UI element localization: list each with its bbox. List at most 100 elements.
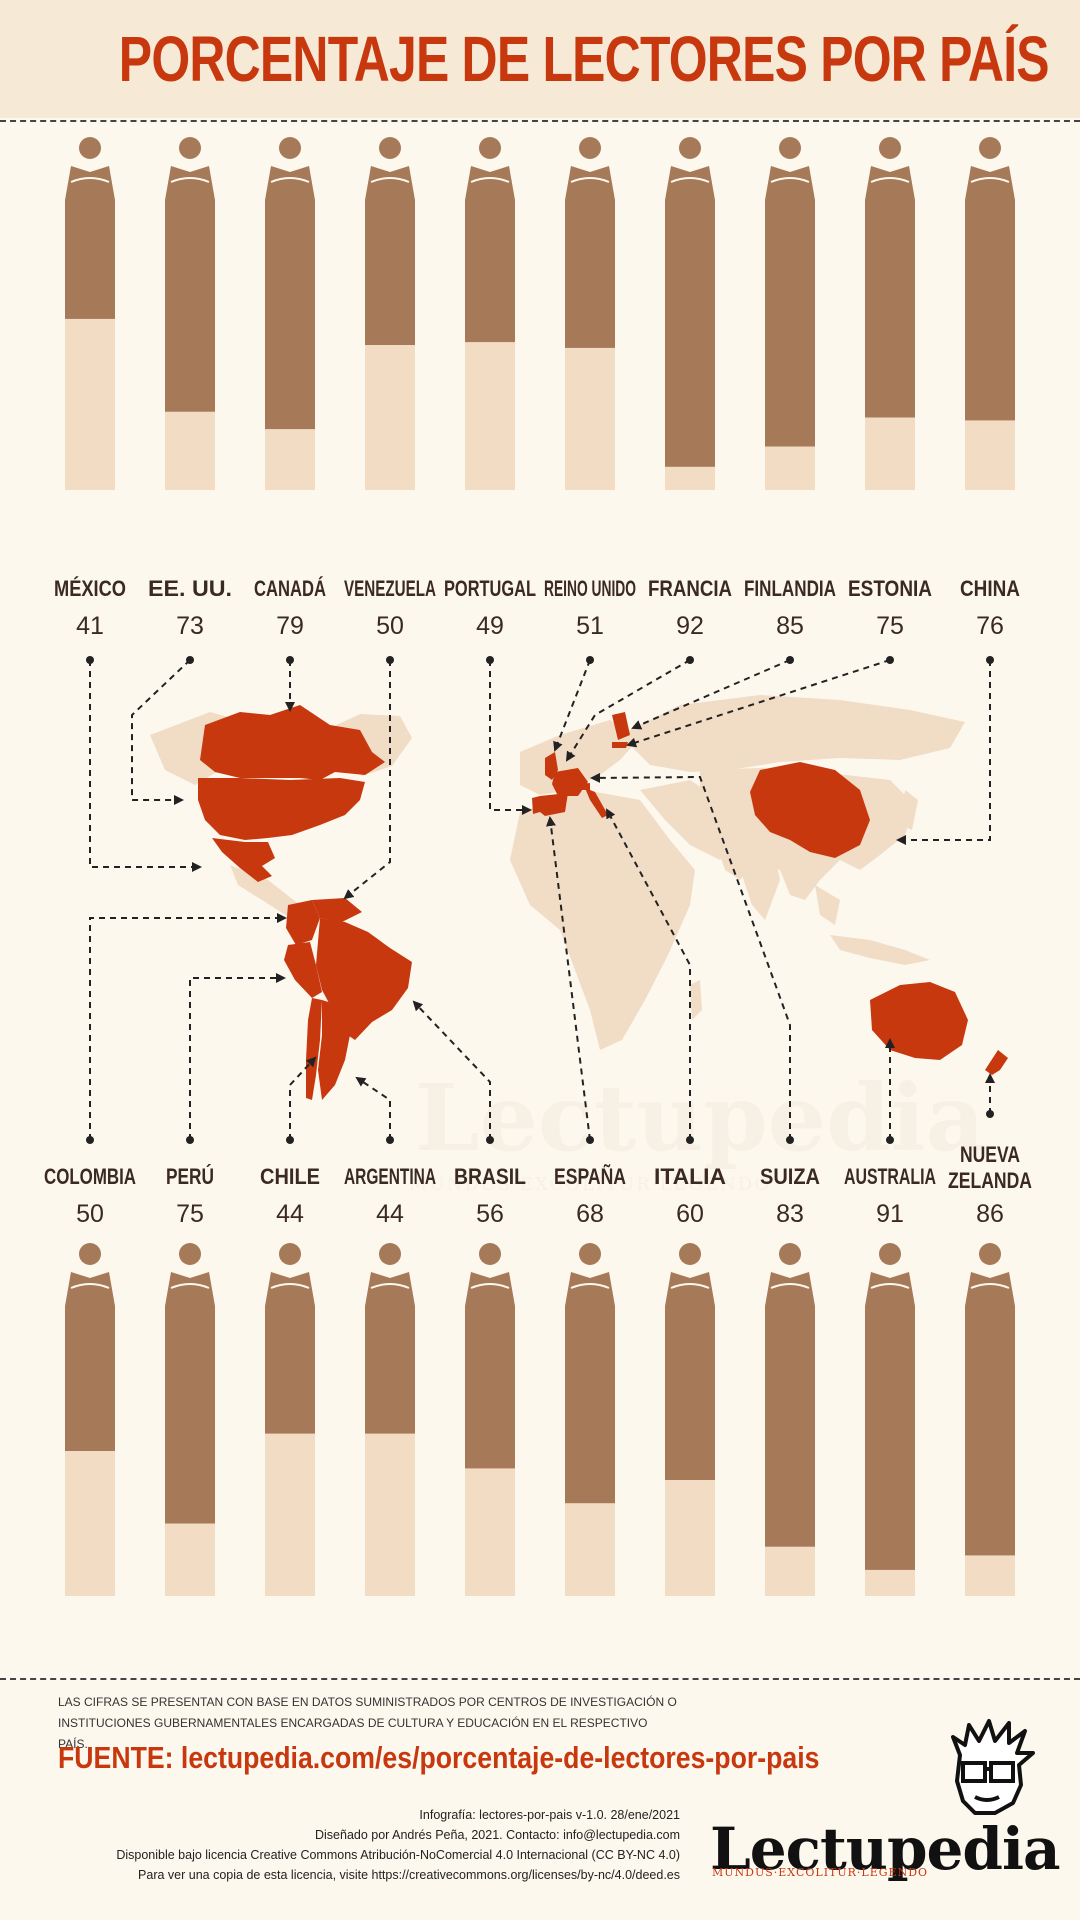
reader-book-nueva-zelanda [965, 1272, 1015, 1306]
reader-head-venezuela [379, 137, 401, 159]
leader-lines [89, 659, 995, 1141]
reader-book-page-argentina [370, 1283, 410, 1289]
reader-head-reino-unido [579, 137, 601, 159]
country-value-suiza: 83 [776, 1200, 804, 1228]
reader-head-estonia [879, 137, 901, 159]
bar-reader-chile [265, 1306, 315, 1434]
bar-reader-argentina [365, 1306, 415, 1434]
reader-book-page-finlandia [770, 177, 810, 183]
bar-reader-china [965, 200, 1015, 421]
reader-book-colombia [65, 1272, 115, 1306]
page-title: PORCENTAJE DE LECTORES POR PAÍS [118, 23, 1050, 95]
credit-line: Diseñado por Andrés Peña, 2021. Contacto… [314, 1828, 680, 1842]
leader-china [896, 660, 991, 845]
country-label-colombia: COLOMBIA [44, 1164, 136, 1189]
map-indonesia [830, 935, 930, 965]
map-spain [540, 793, 568, 816]
leader-brasil [412, 1000, 491, 1140]
country-label-argentina: ARGENTINA [344, 1164, 436, 1189]
bar-reader-canada [265, 200, 315, 430]
bar-group-bottom [65, 1243, 1015, 1596]
reader-book-australia [865, 1272, 915, 1306]
reader-book-page-chile [270, 1283, 310, 1289]
reader-book-page-estonia [870, 177, 910, 183]
country-label-estonia: ESTONIA [848, 576, 932, 601]
country-value-reino-unido: 51 [576, 612, 604, 640]
bottom-divider [0, 1678, 1080, 1680]
bar-reader-finlandia [765, 200, 815, 447]
country-value-espana: 68 [576, 1200, 604, 1228]
map-switzerland [580, 783, 590, 790]
reader-book-brasil [465, 1272, 515, 1306]
country-value-ee-uu: 73 [176, 612, 204, 640]
country-value-chile: 44 [276, 1200, 304, 1228]
reader-book-page-venezuela [370, 177, 410, 183]
reader-head-australia [879, 1243, 901, 1265]
country-label-reino-unido: REINO UNIDO [544, 576, 636, 601]
country-value-china: 76 [976, 612, 1004, 640]
reader-book-page-peru [170, 1283, 210, 1289]
map-italy [585, 788, 608, 818]
reader-book-canada [265, 166, 315, 200]
reader-book-reino-unido [565, 166, 615, 200]
leader-mexico [89, 660, 202, 872]
header-band [0, 0, 1080, 118]
infographic-chart: Lectupedia MUNDUS·EXCOLITUR·LEGENDO [44, 137, 1032, 1596]
reader-head-francia [679, 137, 701, 159]
reader-book-espana [565, 1272, 615, 1306]
reader-book-page-china [970, 177, 1010, 183]
map-venezuela [312, 898, 362, 922]
reader-book-estonia [865, 166, 915, 200]
leader-peru [189, 973, 286, 1140]
bar-reader-colombia [65, 1306, 115, 1451]
map-peru [284, 942, 322, 998]
bar-reader-estonia [865, 200, 915, 418]
bar-reader-brasil [465, 1306, 515, 1469]
reader-book-page-suiza [770, 1283, 810, 1289]
leader-italia [606, 808, 691, 1140]
map-canada [200, 705, 385, 780]
reader-head-finlandia [779, 137, 801, 159]
bar-reader-venezuela [365, 200, 415, 345]
leader-eeuu [131, 659, 191, 805]
bar-group-top [65, 137, 1015, 490]
country-value-nueva-zelanda: 86 [976, 1200, 1004, 1228]
reader-book-italia [665, 1272, 715, 1306]
reader-book-page-reino-unido [570, 177, 610, 183]
reader-book-page-nueva-zelanda [970, 1283, 1010, 1289]
country-value-canada: 79 [276, 612, 304, 640]
brand-motto: MUNDUS·EXCOLITUR·LEGENDO [712, 1866, 929, 1879]
watermark-text: Lectupedia [415, 1064, 985, 1172]
country-label-chile: CHILE [260, 1164, 320, 1189]
leader-suiza [590, 772, 791, 1140]
leader-colombia [89, 913, 287, 1140]
reader-head-brasil [479, 1243, 501, 1265]
bar-reader-reino-unido [565, 200, 615, 348]
credit-line: Para ver una copia de esta licencia, vis… [138, 1868, 680, 1882]
country-label-ee-uu: EE. UU. [148, 576, 232, 601]
source-link[interactable]: FUENTE: lectupedia.com/es/porcentaje-de-… [58, 1740, 820, 1775]
country-label-canada: CANADÁ [254, 576, 326, 601]
country-label-brasil: BRASIL [454, 1164, 526, 1189]
reader-book-finlandia [765, 166, 815, 200]
reader-book-page-mexico [70, 177, 110, 183]
map-colombia [286, 900, 320, 945]
reader-head-peru [179, 1243, 201, 1265]
leader-portugal [489, 660, 532, 815]
leader-venezuela [343, 660, 391, 900]
bar-reader-portugal [465, 200, 515, 343]
reader-head-ee-uu [179, 137, 201, 159]
map-australia [870, 982, 968, 1060]
country-value-finlandia: 85 [776, 612, 804, 640]
country-label-portugal: PORTUGAL [444, 576, 536, 601]
leader-francia [565, 659, 691, 762]
bar-reader-ee-uu [165, 200, 215, 412]
country-value-mexico: 41 [76, 612, 104, 640]
country-label-francia: FRANCIA [648, 576, 732, 601]
country-label-italia: ITALIA [654, 1164, 726, 1189]
bar-reader-peru [165, 1306, 215, 1524]
country-label-mexico: MÉXICO [54, 576, 126, 601]
country-value-argentina: 44 [376, 1200, 404, 1228]
bar-reader-italia [665, 1306, 715, 1480]
country-value-italia: 60 [676, 1200, 704, 1228]
